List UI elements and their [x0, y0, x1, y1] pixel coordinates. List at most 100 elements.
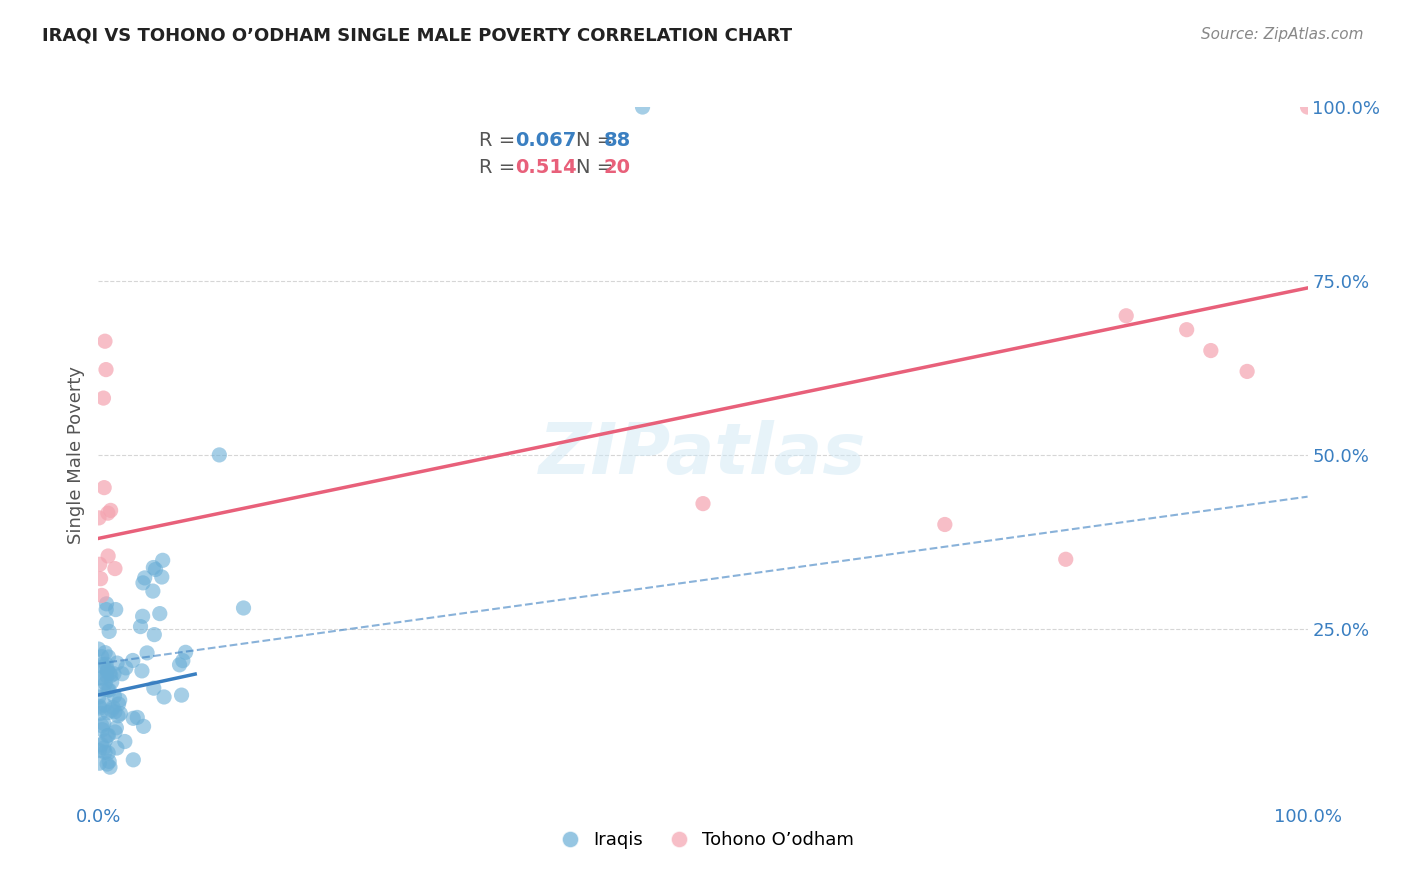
- Iraqis: [87, 642, 110, 657]
- Iraqis: [96, 665, 118, 679]
- Iraqis: [104, 725, 127, 739]
- Tohono O’odham: [89, 558, 111, 572]
- Iraqis: [208, 448, 231, 462]
- Tohono O’odham: [94, 362, 117, 376]
- Iraqis: [131, 609, 153, 624]
- Tohono O’odham: [87, 511, 110, 525]
- Iraqis: [107, 697, 129, 711]
- Iraqis: [94, 733, 117, 747]
- Iraqis: [105, 656, 128, 670]
- Iraqis: [107, 708, 129, 723]
- Iraqis: [98, 760, 121, 774]
- Iraqis: [87, 690, 110, 704]
- Iraqis: [100, 674, 122, 689]
- Iraqis: [89, 701, 111, 715]
- Iraqis: [94, 745, 117, 759]
- Iraqis: [93, 741, 115, 756]
- Iraqis: [96, 669, 118, 683]
- Iraqis: [98, 624, 121, 639]
- Legend: Iraqis, Tohono O’odham: Iraqis, Tohono O’odham: [544, 824, 862, 856]
- Iraqis: [105, 741, 128, 756]
- Iraqis: [89, 699, 111, 714]
- Iraqis: [145, 562, 167, 576]
- Iraqis: [134, 571, 156, 585]
- Tohono O’odham: [93, 481, 115, 495]
- Tohono O’odham: [1296, 100, 1319, 114]
- Iraqis: [89, 671, 111, 685]
- Text: Source: ZipAtlas.com: Source: ZipAtlas.com: [1201, 27, 1364, 42]
- Iraqis: [170, 688, 193, 702]
- Iraqis: [89, 706, 111, 721]
- Iraqis: [96, 597, 118, 611]
- Tohono O’odham: [100, 503, 122, 517]
- Tohono O’odham: [94, 334, 117, 349]
- Iraqis: [105, 721, 128, 735]
- Tohono O’odham: [104, 561, 127, 575]
- Tohono O’odham: [90, 572, 112, 586]
- Iraqis: [114, 661, 136, 675]
- Text: R =: R =: [479, 131, 522, 151]
- Iraqis: [94, 676, 117, 690]
- Iraqis: [142, 681, 165, 696]
- Tohono O’odham: [93, 391, 115, 405]
- Iraqis: [97, 663, 120, 677]
- Iraqis: [103, 666, 125, 681]
- Iraqis: [97, 649, 120, 664]
- Iraqis: [97, 706, 120, 720]
- Iraqis: [97, 728, 120, 742]
- Iraqis: [132, 719, 155, 733]
- Iraqis: [91, 657, 114, 672]
- Iraqis: [131, 664, 153, 678]
- Iraqis: [232, 601, 254, 615]
- Iraqis: [121, 653, 143, 667]
- Iraqis: [100, 703, 122, 717]
- Text: IRAQI VS TOHONO O’ODHAM SINGLE MALE POVERTY CORRELATION CHART: IRAQI VS TOHONO O’ODHAM SINGLE MALE POVE…: [42, 27, 793, 45]
- Text: 0.067: 0.067: [516, 131, 576, 151]
- Iraqis: [94, 646, 117, 660]
- Text: 0.514: 0.514: [516, 158, 578, 177]
- Tohono O’odham: [692, 497, 714, 511]
- Iraqis: [90, 738, 112, 752]
- Iraqis: [132, 575, 155, 590]
- Iraqis: [97, 683, 120, 698]
- Iraqis: [114, 734, 136, 748]
- Y-axis label: Single Male Poverty: Single Male Poverty: [66, 366, 84, 544]
- Iraqis: [93, 698, 115, 712]
- Text: N =: N =: [576, 131, 620, 151]
- Iraqis: [91, 659, 114, 673]
- Tohono O’odham: [1115, 309, 1137, 323]
- Text: N =: N =: [576, 158, 620, 177]
- Tohono O’odham: [1236, 364, 1258, 378]
- Tohono O’odham: [1199, 343, 1222, 358]
- Tohono O’odham: [1175, 323, 1198, 337]
- Iraqis: [96, 602, 118, 616]
- Tohono O’odham: [97, 506, 120, 520]
- Text: 88: 88: [603, 131, 631, 151]
- Tohono O’odham: [97, 549, 120, 563]
- Iraqis: [90, 719, 112, 733]
- Iraqis: [96, 616, 118, 631]
- Iraqis: [91, 723, 114, 737]
- Iraqis: [142, 584, 165, 599]
- Iraqis: [108, 693, 131, 707]
- Iraqis: [90, 649, 112, 664]
- Iraqis: [98, 666, 121, 681]
- Text: ZIPatlas: ZIPatlas: [540, 420, 866, 490]
- Tohono O’odham: [90, 588, 112, 602]
- Iraqis: [101, 700, 124, 714]
- Iraqis: [97, 746, 120, 760]
- Iraqis: [149, 607, 172, 621]
- Iraqis: [122, 711, 145, 725]
- Text: 20: 20: [603, 158, 631, 177]
- Iraqis: [150, 570, 173, 584]
- Iraqis: [89, 743, 111, 757]
- Iraqis: [129, 619, 152, 633]
- Iraqis: [104, 602, 127, 616]
- Iraqis: [153, 690, 176, 704]
- Iraqis: [96, 729, 118, 743]
- Iraqis: [143, 627, 166, 641]
- Iraqis: [152, 553, 174, 567]
- Iraqis: [94, 657, 117, 672]
- Text: R =: R =: [479, 158, 522, 177]
- Iraqis: [111, 666, 134, 681]
